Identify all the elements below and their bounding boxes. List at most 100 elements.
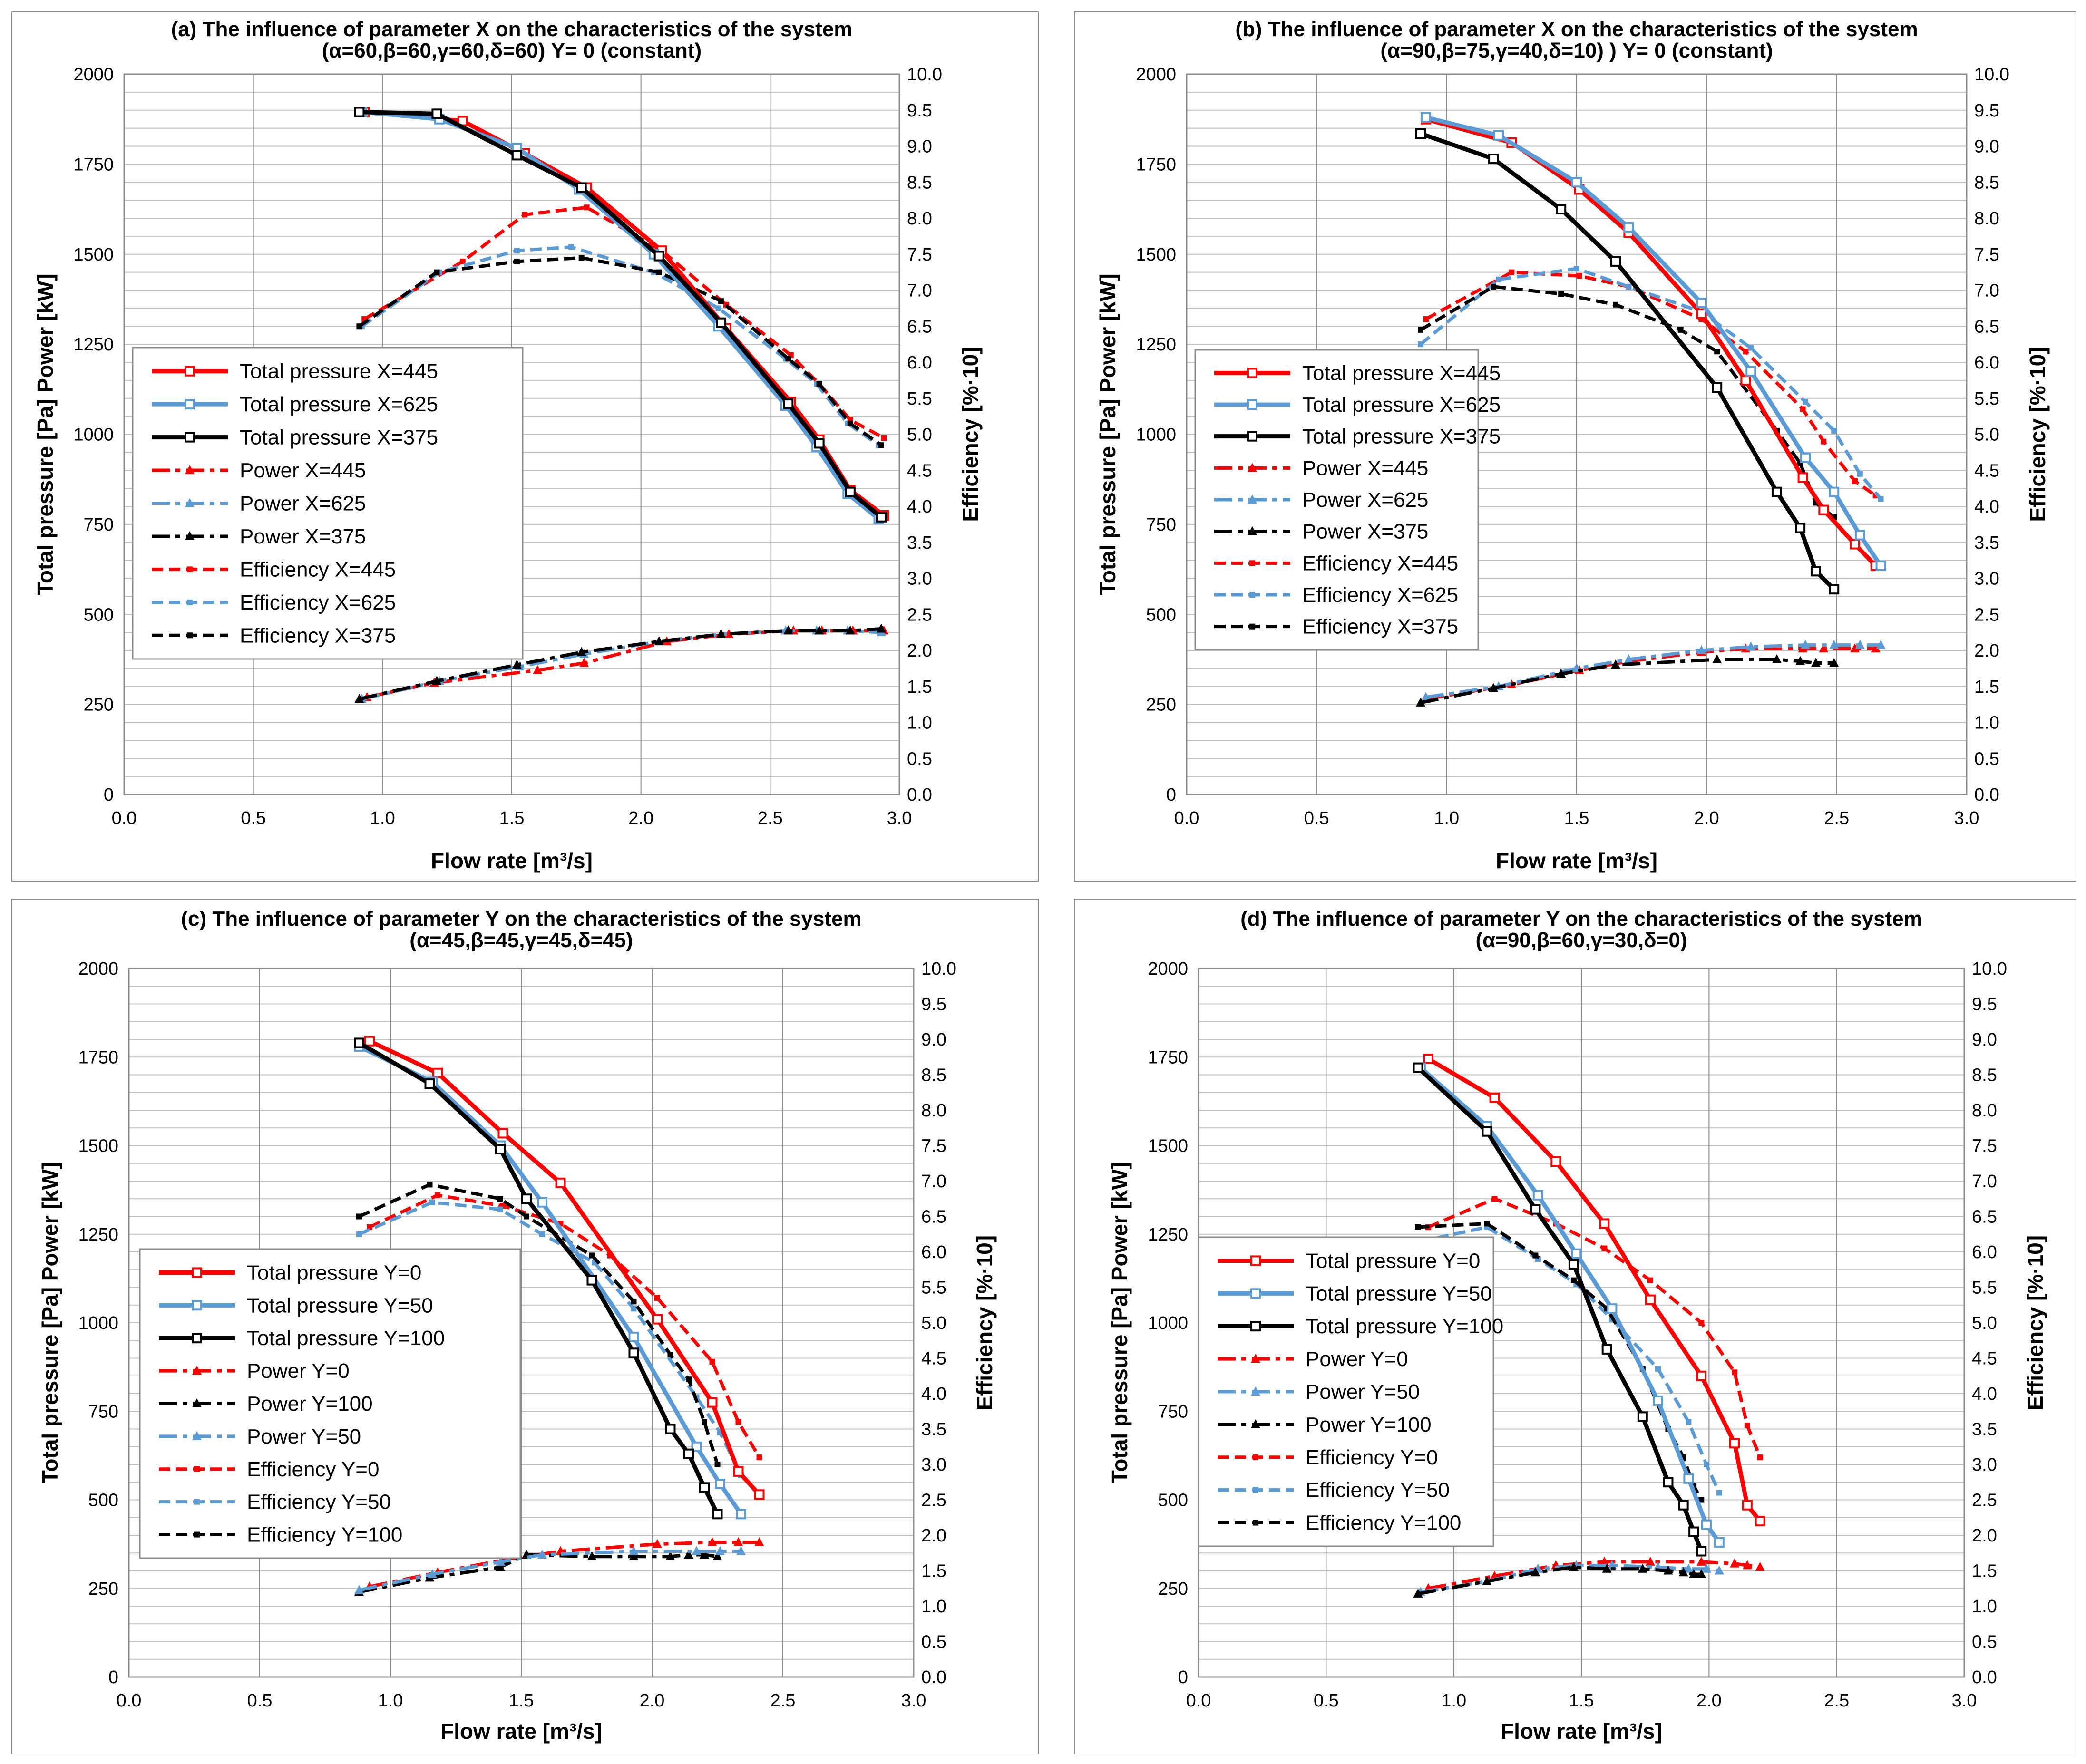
chart-c: (c) The influence of parameter Y on the … [38,907,997,1744]
data-point [1831,427,1837,434]
y-tick-label: 500 [1158,1491,1188,1511]
series-power-y-50 [354,1546,746,1594]
x-tick-label: 1.0 [378,1691,403,1711]
legend-label: Power X=625 [240,492,366,515]
data-point [665,1424,676,1434]
data-point [1854,530,1865,541]
series-line [358,1182,719,1465]
data-point [712,1509,723,1520]
data-point [578,255,585,261]
data-point [1696,308,1707,319]
data-point [1496,276,1501,282]
y2-tick-label: 10.0 [921,959,956,979]
series-total-pressure-y-100 [354,1037,723,1520]
y2-tick-label: 0.5 [1974,749,1999,769]
legend-item: Total pressure Y=100 [1218,1315,1503,1338]
legend-marker [185,465,195,475]
legend-marker [1250,1288,1261,1299]
data-point [667,1352,673,1358]
y-tick-label: 2000 [78,959,118,979]
data-point [1712,382,1723,393]
legend-label: Total pressure Y=0 [247,1261,421,1284]
x-tick-label: 0.0 [117,1691,142,1711]
data-point [1611,659,1620,669]
data-point [654,636,664,646]
legend-label: Total pressure Y=0 [1306,1249,1480,1272]
data-point [1482,1576,1492,1585]
y2-tick-label: 6.5 [1974,317,1999,337]
x-tick-label: 1.5 [1564,808,1589,828]
data-point [512,659,522,669]
y2-tick-label: 5.0 [921,1313,946,1333]
data-point [496,1562,505,1571]
y-tick-label: 1750 [1136,155,1176,174]
y2-axis-label: Efficiency [%·10] [2025,347,2050,522]
y-tick-label: 1000 [78,1313,118,1333]
data-point [354,694,364,703]
y-tick-label: 0 [1166,785,1176,805]
y-tick-label: 1250 [1136,335,1176,355]
legend-marker [1253,1487,1258,1493]
data-point [1801,640,1811,649]
x-tick-label: 3.0 [901,1691,926,1711]
y2-tick-label: 2.0 [907,641,932,661]
legend-marker [192,1333,202,1344]
legend-marker [1249,560,1255,566]
y-tick-label: 500 [1146,605,1176,625]
data-point [1744,1423,1750,1429]
y-tick-label: 1500 [1148,1136,1188,1156]
data-point [514,248,520,254]
y-tick-label: 0 [1178,1667,1188,1687]
data-point [716,317,727,328]
legend-marker [185,531,195,540]
legend-label: Total pressure X=625 [240,393,438,416]
x-tick-label: 0.5 [1304,808,1329,828]
data-point [881,435,887,441]
data-point [1876,640,1886,649]
y2-tick-label: 9.5 [921,995,946,1015]
data-point [736,1509,746,1520]
y2-tick-label: 5.0 [1974,425,1999,445]
data-point [1530,1567,1540,1577]
y2-tick-label: 9.5 [1974,101,1999,121]
data-point [497,1206,503,1212]
data-point [354,107,365,117]
data-point [1418,327,1423,333]
data-point [684,1549,693,1559]
y2-tick-label: 1.5 [1974,677,1999,697]
series-total-pressure-y-50 [1415,1062,1725,1548]
y-tick-label: 1500 [78,1136,118,1156]
y2-tick-label: 9.0 [1974,137,1999,157]
data-point [845,486,856,497]
x-tick-label: 2.0 [1694,808,1719,828]
data-point [1610,256,1621,267]
legend-marker [1253,1520,1258,1526]
data-point [1696,298,1707,309]
data-point [1638,1563,1647,1573]
legend-label: Efficiency Y=50 [247,1491,391,1514]
legend-label: Power Y=100 [1306,1413,1432,1436]
data-point [1568,1259,1579,1270]
legend-marker [1249,592,1255,598]
data-point [1530,1204,1541,1215]
y2-tick-label: 5.0 [1972,1313,1997,1333]
data-point [715,1546,725,1555]
legend-item: Efficiency Y=100 [1218,1512,1461,1535]
legend-marker [194,1466,200,1472]
y2-tick-label: 4.0 [907,497,932,517]
data-point [754,1537,764,1546]
data-point [1607,1303,1618,1314]
plot-frame [128,968,915,1678]
y-axis-label: Total pressure [Pa] Power [kW] [33,273,58,595]
data-point [587,1551,597,1560]
data-point [816,381,822,387]
data-point [715,305,721,311]
data-point [1698,1320,1705,1326]
series-line [1425,117,1877,568]
y2-tick-label: 7.0 [1972,1172,1997,1192]
x-tick-label: 0.0 [1186,1691,1211,1711]
y-tick-label: 1750 [73,155,114,174]
y-tick-label: 750 [1146,515,1176,535]
legend-label: Efficiency X=375 [240,624,396,647]
x-tick-label: 3.0 [1954,808,1979,828]
